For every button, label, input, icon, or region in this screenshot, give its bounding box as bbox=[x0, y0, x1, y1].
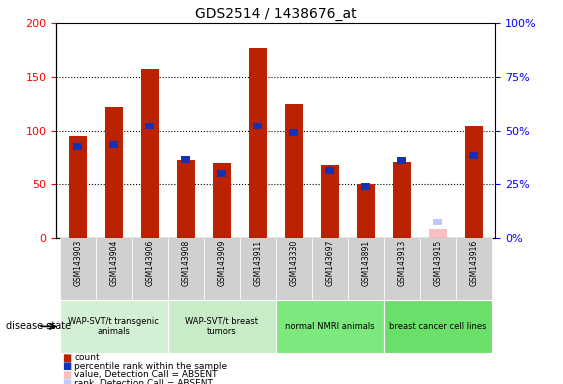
Text: GSM143904: GSM143904 bbox=[109, 240, 118, 286]
Bar bbox=[465, 126, 483, 238]
Text: GSM143891: GSM143891 bbox=[361, 240, 370, 286]
Bar bbox=[434, 219, 443, 225]
Bar bbox=[285, 104, 303, 238]
Bar bbox=[253, 123, 262, 129]
Text: ■: ■ bbox=[62, 361, 71, 371]
Bar bbox=[384, 300, 492, 353]
Bar bbox=[60, 300, 168, 353]
Bar bbox=[181, 156, 190, 163]
Bar bbox=[168, 300, 276, 353]
Bar bbox=[249, 48, 267, 238]
Bar bbox=[217, 170, 226, 177]
Text: GSM143697: GSM143697 bbox=[325, 240, 334, 286]
Bar bbox=[96, 238, 132, 300]
Bar bbox=[204, 238, 240, 300]
Bar bbox=[69, 136, 87, 238]
Bar bbox=[145, 123, 154, 129]
Text: GSM143330: GSM143330 bbox=[289, 240, 298, 286]
Bar bbox=[420, 238, 456, 300]
Bar bbox=[429, 230, 447, 238]
Text: GSM143913: GSM143913 bbox=[397, 240, 406, 286]
Text: WAP-SVT/t transgenic
animals: WAP-SVT/t transgenic animals bbox=[69, 317, 159, 336]
Bar bbox=[470, 152, 479, 159]
Bar bbox=[177, 160, 195, 238]
Bar bbox=[456, 238, 492, 300]
Bar bbox=[276, 238, 312, 300]
Text: ■: ■ bbox=[62, 378, 71, 384]
Text: rank, Detection Call = ABSENT: rank, Detection Call = ABSENT bbox=[74, 379, 213, 384]
Text: GSM143908: GSM143908 bbox=[181, 240, 190, 286]
Bar bbox=[276, 300, 384, 353]
Bar bbox=[213, 163, 231, 238]
Text: ■: ■ bbox=[62, 370, 71, 380]
Bar bbox=[60, 238, 96, 300]
Text: GSM143916: GSM143916 bbox=[470, 240, 479, 286]
Bar bbox=[384, 238, 420, 300]
Text: WAP-SVT/t breast
tumors: WAP-SVT/t breast tumors bbox=[185, 317, 258, 336]
Bar bbox=[105, 107, 123, 238]
Text: value, Detection Call = ABSENT: value, Detection Call = ABSENT bbox=[74, 370, 218, 379]
Bar bbox=[325, 167, 334, 174]
Text: GSM143909: GSM143909 bbox=[217, 240, 226, 286]
Bar bbox=[132, 238, 168, 300]
Bar bbox=[73, 144, 82, 150]
Text: ■: ■ bbox=[62, 353, 71, 363]
Bar bbox=[289, 129, 298, 136]
Bar bbox=[397, 157, 406, 164]
Text: breast cancer cell lines: breast cancer cell lines bbox=[389, 322, 486, 331]
Text: GSM143906: GSM143906 bbox=[145, 240, 154, 286]
Text: normal NMRI animals: normal NMRI animals bbox=[285, 322, 374, 331]
Bar bbox=[312, 238, 348, 300]
Bar bbox=[357, 184, 375, 238]
Bar bbox=[393, 162, 411, 238]
Bar bbox=[240, 238, 276, 300]
Text: disease state: disease state bbox=[6, 321, 71, 331]
Bar bbox=[168, 238, 204, 300]
Bar bbox=[109, 141, 118, 148]
Bar bbox=[361, 183, 370, 190]
Text: GSM143903: GSM143903 bbox=[73, 240, 82, 286]
Text: count: count bbox=[74, 353, 100, 362]
Bar bbox=[141, 69, 159, 238]
Bar bbox=[348, 238, 384, 300]
Bar bbox=[321, 165, 339, 238]
Text: GSM143915: GSM143915 bbox=[434, 240, 443, 286]
Text: percentile rank within the sample: percentile rank within the sample bbox=[74, 362, 227, 371]
Text: GSM143911: GSM143911 bbox=[253, 240, 262, 286]
Title: GDS2514 / 1438676_at: GDS2514 / 1438676_at bbox=[195, 7, 357, 21]
